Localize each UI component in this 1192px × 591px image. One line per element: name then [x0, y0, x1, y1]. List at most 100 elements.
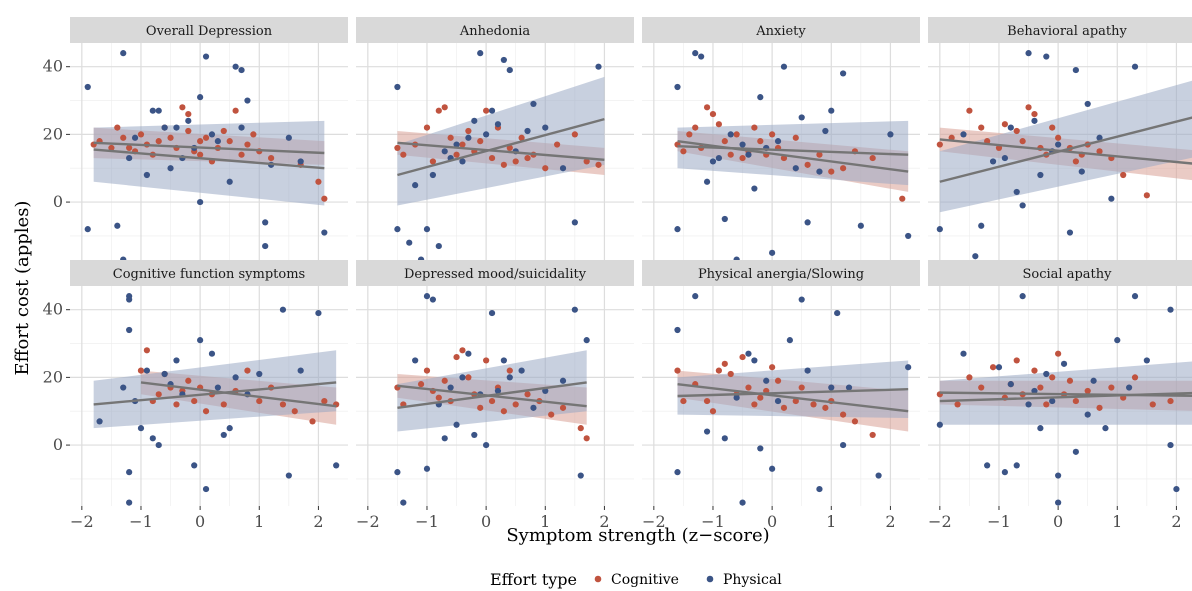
data-point [840, 441, 847, 449]
data-point [297, 158, 304, 165]
facet-strip [642, 260, 920, 286]
data-point [804, 161, 811, 168]
data-point [453, 353, 460, 361]
data-point [447, 384, 454, 391]
data-point [978, 222, 985, 229]
facet-title: Overall Depression [146, 24, 273, 39]
data-point [595, 63, 602, 70]
data-point [315, 309, 322, 317]
data-point [1066, 229, 1074, 236]
fit-line-cognitive [397, 141, 605, 161]
data-point [185, 117, 192, 124]
data-point [751, 401, 758, 408]
x-tick-label: 0 [1053, 512, 1063, 531]
data-point [279, 401, 287, 408]
data-point [214, 138, 221, 145]
data-point [745, 350, 752, 357]
data-point [709, 158, 717, 165]
data-point [739, 353, 746, 361]
data-point [256, 397, 263, 405]
data-point [972, 253, 979, 260]
facet-panel: Social apathy −2 −1 0 1 2 [928, 260, 1192, 531]
facet-title: Physical anergia/Slowing [698, 267, 864, 282]
data-point [149, 435, 156, 442]
data-point [429, 158, 436, 165]
data-point [220, 127, 227, 135]
data-point [583, 158, 590, 165]
data-point [1043, 370, 1050, 378]
data-point [1001, 469, 1008, 476]
data-point [423, 293, 431, 300]
fit-line-cognitive [93, 141, 325, 155]
data-point [394, 83, 401, 91]
data-point [477, 404, 484, 411]
data-point [822, 404, 829, 411]
facet-title: Anhedonia [459, 24, 531, 39]
data-point [494, 121, 502, 128]
facet-panel: Anhedonia [356, 17, 634, 263]
data-point [435, 394, 442, 401]
data-point [279, 306, 287, 313]
data-point [453, 421, 460, 428]
data-point [816, 168, 823, 175]
data-point [471, 117, 478, 124]
data-point [167, 134, 174, 141]
data-point [1001, 154, 1008, 162]
data-point [477, 138, 484, 145]
data-point [709, 408, 717, 415]
data-point [1043, 401, 1050, 408]
data-point [400, 151, 407, 158]
data-point [1072, 448, 1079, 455]
data-point [185, 377, 192, 384]
data-point [709, 110, 717, 118]
data-point [828, 107, 835, 114]
facet-strip [928, 260, 1192, 286]
data-point [238, 124, 245, 131]
data-point [1055, 499, 1062, 506]
data-point [559, 377, 567, 384]
data-point [155, 138, 162, 145]
data-point [1108, 384, 1115, 391]
data-point [465, 134, 472, 141]
data-point [1049, 124, 1056, 131]
data-point [173, 401, 180, 408]
data-point [1049, 397, 1056, 405]
data-point [1031, 387, 1038, 395]
data-point [518, 134, 525, 141]
data-point [435, 107, 442, 114]
data-point [548, 411, 555, 418]
data-point [244, 141, 251, 148]
data-point [769, 364, 776, 371]
legend-label-cognitive: Cognitive [611, 572, 679, 588]
data-point [721, 138, 728, 145]
data-point [459, 374, 466, 381]
data-point [429, 296, 436, 303]
data-point [406, 239, 413, 246]
data-point [173, 357, 180, 364]
x-tick-label: −1 [129, 512, 153, 531]
data-point [126, 499, 133, 506]
data-point [727, 151, 734, 158]
data-point [674, 226, 681, 233]
data-point [1037, 425, 1044, 432]
facet-panel: Depressed mood/suicidality −2 −1 0 1 2 [356, 260, 634, 531]
data-point [202, 134, 210, 141]
data-point [571, 219, 578, 226]
facet-strip [928, 17, 1192, 43]
data-point [483, 131, 490, 138]
data-point [423, 367, 431, 374]
x-tick-label: −2 [928, 512, 952, 531]
x-tick-label: 1 [826, 512, 836, 531]
data-point [191, 397, 198, 405]
data-point [291, 408, 298, 415]
data-point [232, 374, 239, 381]
data-point [309, 418, 316, 425]
data-point [727, 370, 734, 378]
data-point [1131, 63, 1139, 70]
fit-line-cognitive [939, 391, 1192, 398]
data-point [84, 226, 91, 233]
data-point [1013, 357, 1020, 364]
data-point [745, 151, 752, 158]
data-point [1055, 141, 1062, 148]
data-point [1084, 411, 1091, 418]
